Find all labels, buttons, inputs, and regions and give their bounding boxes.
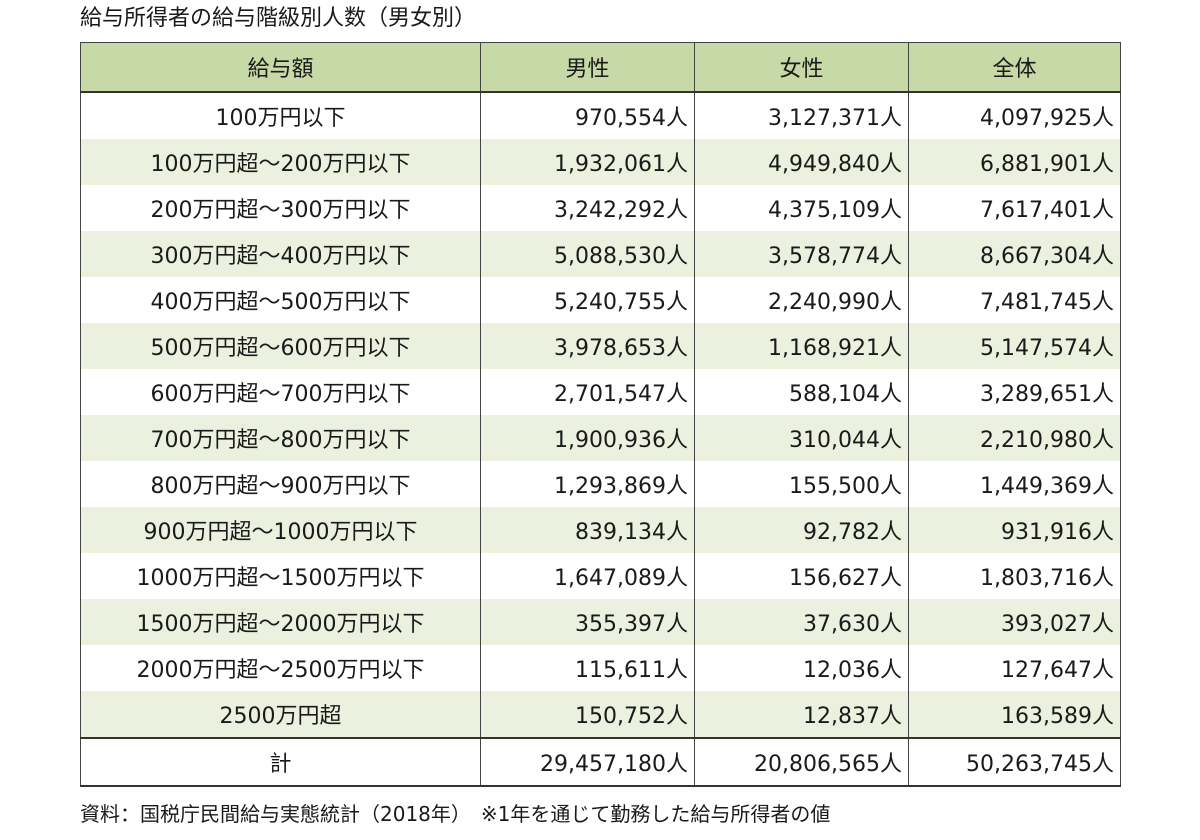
table-row: 200万円超～300万円以下 3,242,292人 4,375,109人 7,617,… xyxy=(80,185,1121,231)
total-count-cell: 393,027人 xyxy=(908,599,1121,645)
salary-range-cell: 400万円超～500万円以下 xyxy=(80,277,481,323)
salary-range-cell: 2500万円超 xyxy=(80,691,481,738)
total-all: 50,263,745人 xyxy=(908,737,1121,787)
total-count-cell: 1,449,369人 xyxy=(908,461,1121,507)
female-count-cell: 37,630人 xyxy=(694,599,909,645)
male-count-cell: 1,647,089人 xyxy=(480,553,695,599)
total-female: 20,806,565人 xyxy=(694,737,909,787)
male-count-cell: 1,900,936人 xyxy=(480,415,695,461)
column-header-female: 女性 xyxy=(694,42,909,93)
total-count-cell: 7,617,401人 xyxy=(908,185,1121,231)
female-count-cell: 155,500人 xyxy=(694,461,909,507)
male-count-cell: 5,240,755人 xyxy=(480,277,695,323)
column-header-salary: 給与額 xyxy=(80,42,481,93)
male-count-cell: 1,932,061人 xyxy=(480,139,695,185)
male-count-cell: 2,701,547人 xyxy=(480,369,695,415)
total-count-cell: 5,147,574人 xyxy=(908,323,1121,369)
total-count-cell: 3,289,651人 xyxy=(908,369,1121,415)
salary-range-cell: 1500万円超～2000万円以下 xyxy=(80,599,481,645)
male-count-cell: 355,397人 xyxy=(480,599,695,645)
table-row: 100万円以下 970,554人 3,127,371人 4,097,925人 xyxy=(80,92,1121,139)
male-count-cell: 1,293,869人 xyxy=(480,461,695,507)
total-count-cell: 4,097,925人 xyxy=(908,92,1121,139)
male-count-cell: 115,611人 xyxy=(480,645,695,691)
female-count-cell: 3,578,774人 xyxy=(694,231,909,277)
salary-range-cell: 800万円超～900万円以下 xyxy=(80,461,481,507)
total-label: 計 xyxy=(80,737,481,787)
table-row: 2500万円超 150,752人 12,837人 163,589人 xyxy=(80,691,1121,738)
female-count-cell: 2,240,990人 xyxy=(694,277,909,323)
header-row: 給与額 男性 女性 全体 xyxy=(80,42,1121,93)
table-title: 給与所得者の給与階級別人数（男女別） xyxy=(80,6,477,31)
column-header-male: 男性 xyxy=(480,42,695,93)
total-count-cell: 931,916人 xyxy=(908,507,1121,553)
salary-range-cell: 1000万円超～1500万円以下 xyxy=(80,553,481,599)
female-count-cell: 588,104人 xyxy=(694,369,909,415)
table-row: 1000万円超～1500万円以下 1,647,089人 156,627人 1,803,… xyxy=(80,553,1121,599)
female-count-cell: 92,782人 xyxy=(694,507,909,553)
female-count-cell: 310,044人 xyxy=(694,415,909,461)
male-count-cell: 150,752人 xyxy=(480,691,695,738)
column-header-total: 全体 xyxy=(908,42,1121,93)
female-count-cell: 4,949,840人 xyxy=(694,139,909,185)
table-row: 500万円超～600万円以下 3,978,653人 1,168,921人 5,147,… xyxy=(80,323,1121,369)
table-row: 800万円超～900万円以下 1,293,869人 155,500人 1,449,36… xyxy=(80,461,1121,507)
female-count-cell: 3,127,371人 xyxy=(694,92,909,139)
salary-range-cell: 700万円超～800万円以下 xyxy=(80,415,481,461)
total-count-cell: 7,481,745人 xyxy=(908,277,1121,323)
total-count-cell: 163,589人 xyxy=(908,691,1121,738)
male-count-cell: 970,554人 xyxy=(480,92,695,139)
salary-range-cell: 600万円超～700万円以下 xyxy=(80,369,481,415)
male-count-cell: 3,242,292人 xyxy=(480,185,695,231)
male-count-cell: 3,978,653人 xyxy=(480,323,695,369)
female-count-cell: 156,627人 xyxy=(694,553,909,599)
total-count-cell: 2,210,980人 xyxy=(908,415,1121,461)
salary-range-cell: 100万円超～200万円以下 xyxy=(80,139,481,185)
table-row: 400万円超～500万円以下 5,240,755人 2,240,990人 7,481,… xyxy=(80,277,1121,323)
total-count-cell: 127,647人 xyxy=(908,645,1121,691)
salary-range-cell: 500万円超～600万円以下 xyxy=(80,323,481,369)
female-count-cell: 1,168,921人 xyxy=(694,323,909,369)
total-count-cell: 1,803,716人 xyxy=(908,553,1121,599)
salary-range-cell: 100万円以下 xyxy=(80,92,481,139)
female-count-cell: 4,375,109人 xyxy=(694,185,909,231)
total-count-cell: 6,881,901人 xyxy=(908,139,1121,185)
table-row: 600万円超～700万円以下 2,701,547人 588,104人 3,289,65… xyxy=(80,369,1121,415)
total-count-cell: 8,667,304人 xyxy=(908,231,1121,277)
table-row: 1500万円超～2000万円以下 355,397人 37,630人 393,027人 xyxy=(80,599,1121,645)
female-count-cell: 12,837人 xyxy=(694,691,909,738)
table-row: 700万円超～800万円以下 1,900,936人 310,044人 2,210,98… xyxy=(80,415,1121,461)
salary-range-cell: 300万円超～400万円以下 xyxy=(80,231,481,277)
salary-range-cell: 200万円超～300万円以下 xyxy=(80,185,481,231)
table-row: 100万円超～200万円以下 1,932,061人 4,949,840人 6,881,… xyxy=(80,139,1121,185)
male-count-cell: 5,088,530人 xyxy=(480,231,695,277)
salary-distribution-table: 給与額 男性 女性 全体 100万円以下 970,554人 3,127,371人 4,… xyxy=(80,42,1121,787)
female-count-cell: 12,036人 xyxy=(694,645,909,691)
male-count-cell: 839,134人 xyxy=(480,507,695,553)
salary-range-cell: 900万円超～1000万円以下 xyxy=(80,507,481,553)
table-row: 2000万円超～2500万円以下 115,611人 12,036人 127,647人 xyxy=(80,645,1121,691)
table-row: 900万円超～1000万円以下 839,134人 92,782人 931,916人 xyxy=(80,507,1121,553)
salary-range-cell: 2000万円超～2500万円以下 xyxy=(80,645,481,691)
table-row: 300万円超～400万円以下 5,088,530人 3,578,774人 8,667,… xyxy=(80,231,1121,277)
source-footnote: 資料：国税庁民間給与実態統計（2018年） ※1年を通じて勤務した給与所得者の値 xyxy=(80,802,831,826)
total-male: 29,457,180人 xyxy=(480,737,695,787)
total-row: 計 29,457,180人 20,806,565人 50,263,745人 xyxy=(80,737,1121,787)
